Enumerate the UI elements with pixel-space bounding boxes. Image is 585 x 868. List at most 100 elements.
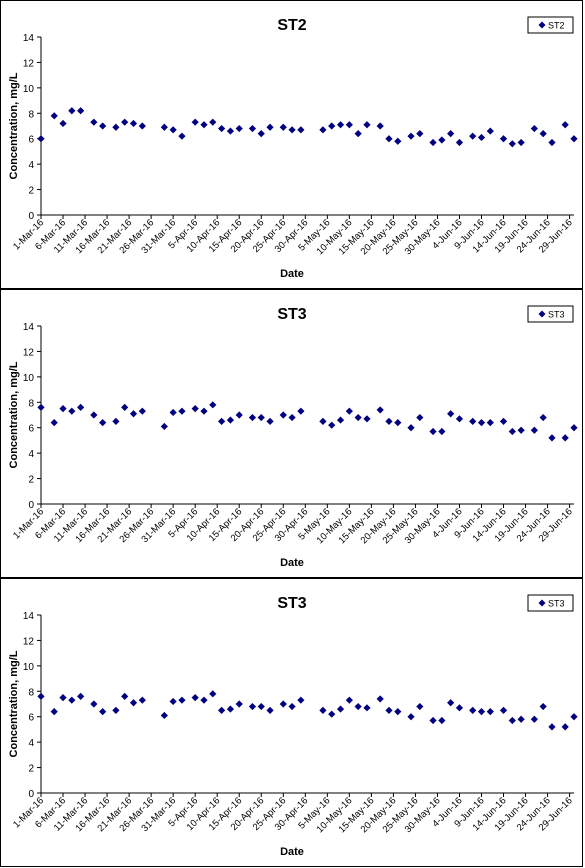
data-point: [363, 121, 371, 129]
data-point: [539, 413, 547, 422]
data-point: [336, 416, 345, 424]
data-point: [68, 407, 76, 415]
data-point: [328, 122, 336, 130]
data-point: [59, 119, 67, 128]
data-point: [191, 118, 199, 126]
data-point: [288, 702, 296, 711]
y-axis-title: Concentration, mg/L: [8, 72, 20, 179]
data-point: [248, 702, 257, 711]
data-point: [376, 406, 384, 414]
data-point: [570, 135, 578, 143]
data-point: [385, 706, 393, 714]
data-point: [266, 417, 274, 425]
data-point: [90, 411, 98, 419]
chart-svg: ST3024681012141-Mar-166-Mar-1611-Mar-161…: [8, 594, 578, 858]
data-point: [235, 411, 243, 419]
legend-label: ST3: [548, 599, 565, 609]
y-tick-label: 12: [23, 636, 35, 647]
data-point: [548, 723, 556, 731]
y-tick-label: 2: [28, 475, 34, 486]
chart-panel: ST3 0 2 4 6 8 10 12 14 1-Mar-16 6-Mar-16 11-Mar-16 1…: [0, 578, 583, 867]
data-point: [99, 122, 107, 130]
data-point: [354, 130, 362, 138]
data-point: [336, 705, 345, 713]
data-point: [138, 122, 146, 130]
data-point: [169, 408, 177, 417]
data-point: [429, 138, 437, 147]
data-point: [178, 407, 186, 415]
data-point: [447, 410, 455, 418]
data-point: [539, 130, 547, 138]
data-point: [50, 112, 58, 120]
data-point: [438, 136, 446, 144]
data-point: [363, 704, 371, 712]
data-point: [517, 715, 525, 723]
data-point: [77, 692, 85, 700]
data-point: [394, 137, 402, 145]
data-point: [112, 123, 120, 131]
y-axis-title: Concentration, mg/L: [8, 650, 20, 757]
data-point: [59, 405, 67, 413]
data-point: [429, 716, 437, 725]
data-point: [77, 403, 85, 411]
data-point: [129, 699, 138, 707]
data-point: [416, 413, 424, 422]
data-point: [90, 118, 98, 126]
y-tick-label: 0: [28, 500, 34, 511]
y-tick-label: 14: [23, 33, 35, 44]
legend-box: [527, 594, 574, 612]
data-point: [50, 419, 58, 427]
y-tick-label: 6: [28, 135, 34, 146]
data-point: [345, 696, 353, 704]
data-point: [429, 427, 437, 436]
y-tick-label: 10: [23, 373, 35, 384]
data-point: [517, 138, 525, 147]
data-point: [99, 708, 107, 716]
y-tick-label: 0: [28, 211, 34, 222]
data-point: [218, 417, 226, 425]
data-point: [530, 124, 538, 133]
y-tick-label: 4: [28, 738, 34, 749]
chart-svg: ST2024681012141-Mar-166-Mar-1611-Mar-161…: [8, 16, 578, 280]
data-point: [257, 413, 265, 422]
legend-marker: [538, 21, 546, 29]
data-point: [257, 702, 265, 711]
data-point: [121, 692, 129, 700]
y-tick-label: 2: [28, 764, 34, 775]
data-point: [200, 121, 208, 129]
y-tick-label: 6: [28, 424, 34, 435]
chart-title: ST2: [277, 17, 306, 34]
y-tick-label: 14: [23, 611, 35, 622]
data-point: [499, 417, 508, 425]
data-point: [394, 419, 402, 427]
data-point: [138, 407, 146, 415]
data-point: [438, 427, 446, 436]
data-point: [178, 132, 186, 140]
data-point: [354, 413, 362, 422]
data-point: [530, 715, 538, 723]
data-point: [508, 140, 516, 148]
y-tick-label: 12: [23, 58, 35, 69]
data-point: [319, 417, 327, 425]
data-point: [129, 410, 138, 418]
data-point: [59, 694, 67, 702]
data-point: [486, 419, 494, 427]
legend-box: [527, 16, 574, 34]
data-point: [209, 690, 217, 698]
legend-marker: [538, 599, 546, 607]
data-point: [438, 716, 446, 725]
data-point: [266, 123, 274, 131]
y-axis-title: Concentration, mg/L: [8, 361, 20, 468]
x-axis-title: Date: [280, 557, 304, 569]
legend: ST2: [527, 16, 574, 34]
data-point: [319, 706, 327, 714]
data-point: [121, 403, 129, 411]
data-point: [37, 135, 45, 143]
data-point: [517, 426, 525, 434]
y-tick-label: 12: [23, 347, 35, 358]
data-point: [112, 417, 120, 425]
chart-title: ST3: [277, 306, 306, 323]
data-point: [279, 123, 287, 131]
legend: ST3: [527, 305, 574, 323]
series-markers: [37, 107, 578, 148]
